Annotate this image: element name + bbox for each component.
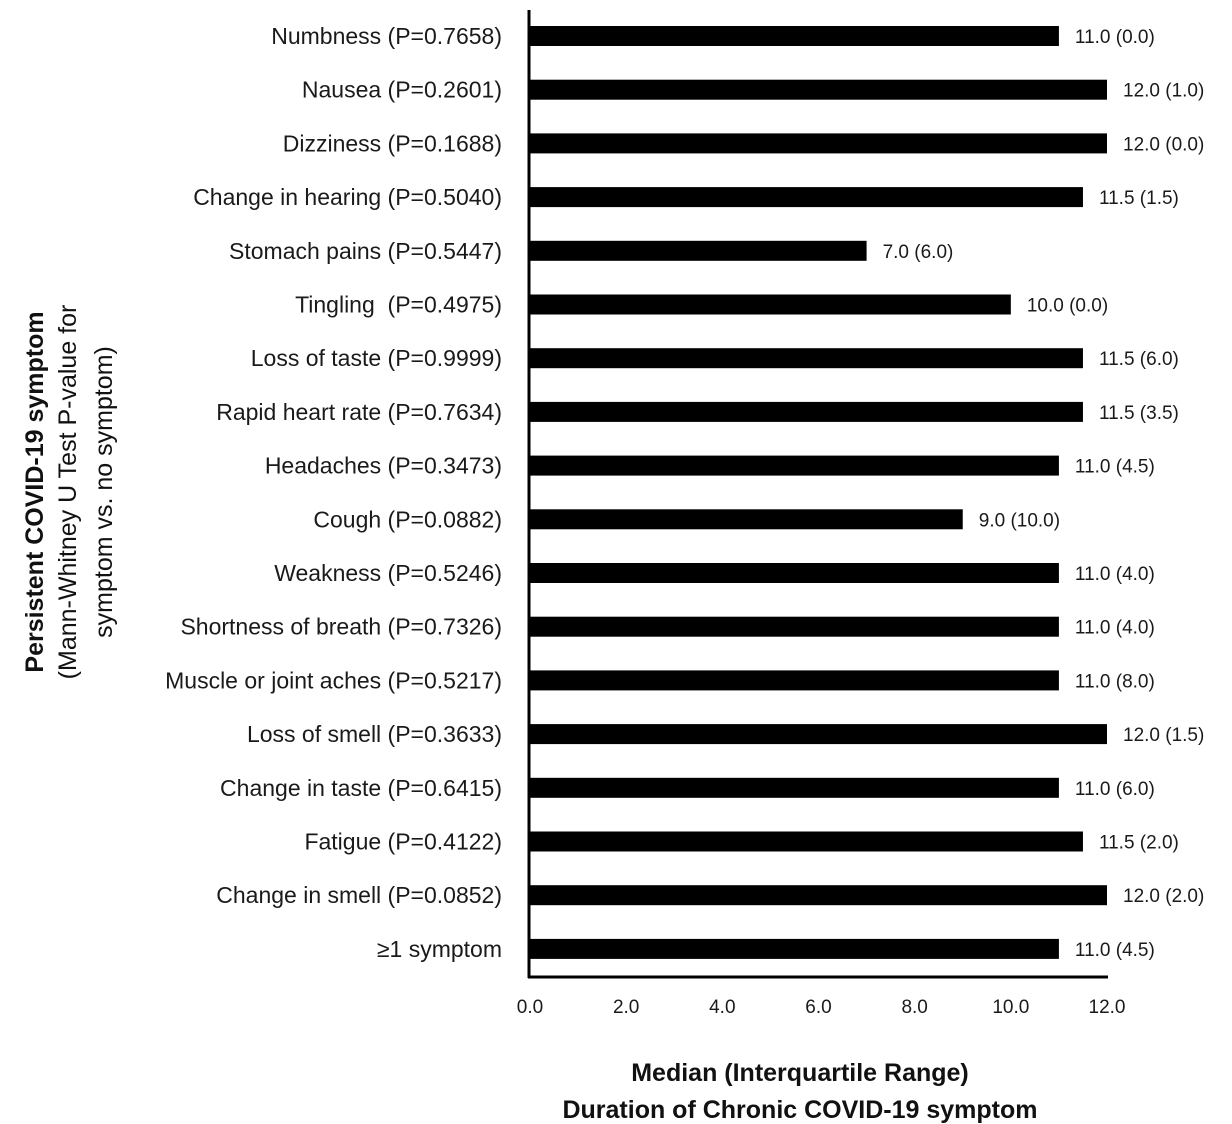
bar bbox=[530, 563, 1059, 583]
x-tick-label: 8.0 bbox=[901, 997, 927, 1018]
category-label: Shortness of breath (P=0.7326) bbox=[180, 614, 502, 640]
bar bbox=[530, 187, 1083, 208]
x-tick-label: 10.0 bbox=[992, 997, 1029, 1018]
category-label: Weakness (P=0.5246) bbox=[274, 560, 502, 586]
y-axis-title-line3: symptom vs. no symptom) bbox=[90, 346, 118, 638]
category-label: Numbness (P=0.7658) bbox=[271, 23, 502, 49]
data-label: 12.0 (0.0) bbox=[1123, 134, 1204, 155]
data-label: 9.0 (10.0) bbox=[979, 510, 1060, 531]
data-label: 11.5 (3.5) bbox=[1099, 403, 1179, 424]
category-label: Cough (P=0.0882) bbox=[313, 506, 502, 532]
data-label: 11.0 (4.0) bbox=[1075, 618, 1155, 639]
data-label: 12.0 (2.0) bbox=[1123, 886, 1204, 907]
data-label: 11.5 (1.5) bbox=[1099, 188, 1179, 209]
category-label: Loss of taste (P=0.9999) bbox=[251, 345, 502, 371]
data-label: 11.0 (0.0) bbox=[1075, 27, 1155, 48]
bars bbox=[530, 26, 1107, 959]
x-tick-label: 4.0 bbox=[709, 997, 735, 1018]
bar bbox=[530, 831, 1083, 852]
category-label: ≥1 symptom bbox=[377, 936, 502, 962]
data-label: 11.0 (4.0) bbox=[1075, 564, 1155, 585]
data-label: 12.0 (1.5) bbox=[1123, 725, 1204, 746]
bar bbox=[530, 455, 1059, 476]
data-label: 11.0 (4.5) bbox=[1075, 457, 1155, 478]
bar bbox=[530, 724, 1107, 745]
bar bbox=[530, 509, 963, 530]
data-label: 11.0 (8.0) bbox=[1075, 671, 1155, 692]
category-labels: Numbness (P=0.7658) Nausea (P=0.2601) Dizz… bbox=[165, 23, 502, 962]
bar bbox=[530, 401, 1083, 422]
bar bbox=[530, 616, 1059, 637]
bar bbox=[530, 133, 1107, 154]
data-label: 11.5 (6.0) bbox=[1099, 349, 1179, 370]
data-label: 11.0 (6.0) bbox=[1075, 779, 1155, 800]
y-axis-title-line2: (Mann-Whitney U Test P-value for bbox=[54, 305, 82, 680]
category-label: Dizziness (P=0.1688) bbox=[283, 130, 502, 156]
bar bbox=[530, 79, 1107, 100]
x-tick-label: 2.0 bbox=[613, 997, 639, 1018]
x-tick-label: 12.0 bbox=[1089, 997, 1126, 1018]
bar bbox=[530, 670, 1059, 691]
y-axis-title-line1: Persistent COVID-19 symptom bbox=[21, 311, 49, 672]
bar bbox=[530, 26, 1059, 46]
x-tick-label: 6.0 bbox=[805, 997, 831, 1018]
data-label: 11.0 (4.5) bbox=[1075, 940, 1155, 961]
category-label: Tingling (P=0.4975) bbox=[295, 292, 502, 318]
category-label: Loss of smell (P=0.3633) bbox=[247, 721, 502, 747]
bar bbox=[530, 348, 1083, 369]
data-label: 11.5 (2.0) bbox=[1099, 833, 1179, 854]
data-label: 12.0 (1.0) bbox=[1123, 81, 1204, 102]
category-label: Nausea (P=0.2601) bbox=[302, 77, 502, 103]
data-labels: 11.0 (0.0) 12.0 (1.0) 12.0 (0.0) 11.5 (1.5)… bbox=[883, 27, 1205, 961]
x-tick-labels: 0.0 2.0 4.0 6.0 8.0 10.0 12.0 bbox=[517, 997, 1126, 1018]
x-axis-title-line2: Duration of Chronic COVID-19 symptom bbox=[562, 1096, 1037, 1124]
category-label: Stomach pains (P=0.5447) bbox=[229, 238, 502, 264]
bar bbox=[530, 938, 1059, 959]
category-label: Change in smell (P=0.0852) bbox=[216, 882, 502, 908]
data-label: 7.0 (6.0) bbox=[883, 242, 954, 263]
category-label: Headaches (P=0.3473) bbox=[265, 453, 502, 479]
bar bbox=[530, 777, 1059, 798]
x-tick-label: 0.0 bbox=[517, 997, 543, 1018]
bar bbox=[530, 885, 1107, 906]
category-label: Fatigue (P=0.4122) bbox=[304, 829, 502, 855]
bar bbox=[530, 294, 1011, 315]
bar bbox=[530, 240, 867, 261]
category-label: Change in hearing (P=0.5040) bbox=[193, 184, 502, 210]
axes bbox=[527, 10, 1108, 979]
category-label: Change in taste (P=0.6415) bbox=[220, 775, 502, 801]
x-axis-title-line1: Median (Interquartile Range) bbox=[631, 1059, 969, 1087]
category-label: Muscle or joint aches (P=0.5217) bbox=[165, 667, 502, 693]
data-label: 10.0 (0.0) bbox=[1027, 296, 1108, 317]
category-label: Rapid heart rate (P=0.7634) bbox=[216, 399, 502, 425]
